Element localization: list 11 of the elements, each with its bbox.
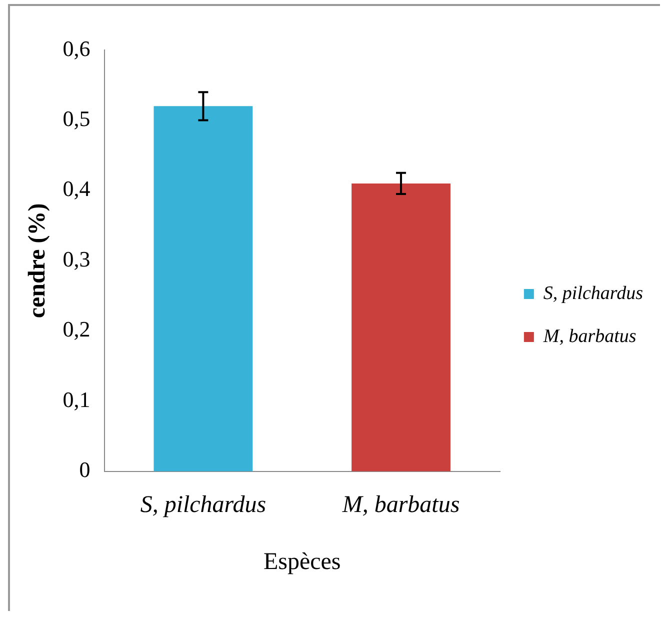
y-tick-label: 0,6 (62, 36, 90, 61)
y-tick-label: 0,4 (62, 176, 90, 202)
y-tick-label: 0,1 (62, 386, 90, 412)
y-tick-label: 0,2 (62, 316, 90, 342)
y-tick-label: 0,5 (62, 106, 90, 132)
legend-label: M, barbatus (542, 326, 636, 347)
y-axis-title: cendre (%) (24, 203, 51, 318)
legend-label: S, pilchardus (543, 283, 644, 304)
y-tick-label: 0,3 (62, 246, 90, 272)
y-tick-label: 0 (79, 457, 90, 482)
x-axis-title: Espèces (263, 548, 341, 575)
